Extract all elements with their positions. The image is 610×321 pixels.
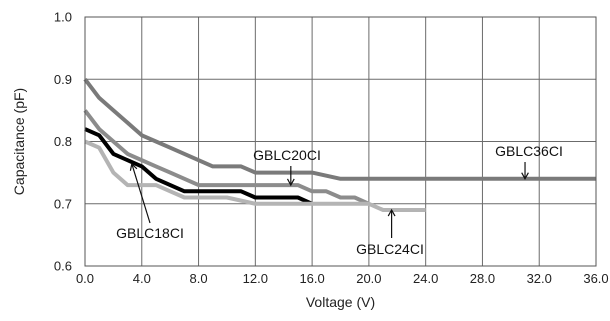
x-tick-label: 32.0 (527, 271, 552, 286)
y-axis-title: Capacitance (pF) (11, 88, 27, 195)
x-tick-label: 24.0 (413, 271, 438, 286)
y-tick-label: 0.6 (54, 259, 72, 274)
y-tick-label: 1.0 (54, 10, 72, 25)
plot-frame (84, 16, 597, 267)
series-line-gblc20ci (83, 109, 370, 206)
x-tick-label: 36.0 (583, 271, 608, 286)
y-tick-label: 0.7 (54, 196, 72, 211)
annotation-label: GBLC24CI (356, 241, 424, 257)
x-tick-label: 12.0 (243, 271, 268, 286)
x-tick-labels: 0.0 4.0 8.0 12.0 16.0 20.0 24.0 28.0 32.0 36.0 (76, 271, 609, 286)
annotation-gblc18ci: GBLC18CI (116, 162, 184, 241)
y-tick-labels: 0.6 0.7 0.8 0.9 1.0 (54, 10, 72, 274)
annotation-arrowhead (129, 162, 138, 171)
x-tick-label: 16.0 (299, 271, 324, 286)
annotation-arrow (131, 163, 151, 224)
series-lines (83, 77, 596, 212)
x-tick-label: 4.0 (133, 271, 151, 286)
x-tick-label: 8.0 (190, 271, 208, 286)
x-tick-label: 28.0 (470, 271, 495, 286)
annotation-gblc24ci: GBLC24CI (356, 208, 424, 257)
annotation-arrowhead (286, 178, 295, 187)
y-tick-label: 0.8 (54, 134, 72, 149)
x-tick-label: 20.0 (356, 271, 381, 286)
series-line-gblc18ci (84, 127, 313, 206)
annotation-label: GBLC36CI (495, 143, 563, 159)
annotation-gblc20ci: GBLC20CI (253, 147, 321, 187)
series-line-gblc24ci (84, 139, 426, 212)
annotations: GBLC36CI GBLC20CI GBLC18CI GBLC24CI (116, 143, 563, 257)
x-tick-label: 0.0 (76, 271, 94, 286)
annotation-gblc36ci: GBLC36CI (495, 143, 563, 181)
annotation-arrowhead (521, 172, 529, 181)
annotation-label: GBLC18CI (116, 225, 184, 241)
annotation-label: GBLC20CI (253, 147, 321, 163)
y-tick-label: 0.9 (54, 72, 72, 87)
series-line-gblc36ci (83, 77, 596, 181)
annotation-arrowhead (387, 208, 396, 217)
x-axis-title: Voltage (V) (306, 294, 375, 310)
